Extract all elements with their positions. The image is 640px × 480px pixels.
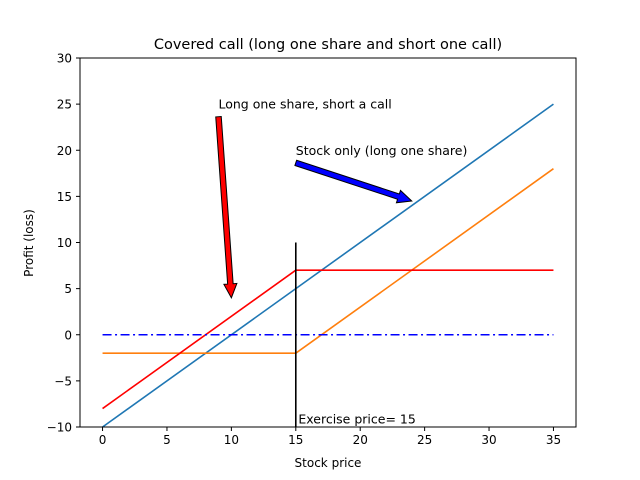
x-axis-ticks: 0 5 10 15 20 25 30 35: [99, 427, 561, 447]
y-axis-label: Profit (loss): [22, 209, 36, 277]
annotation-layer: Long one share, short a call Stock only (…: [218, 97, 467, 427]
x-tick-label: 35: [546, 433, 561, 447]
x-tick-label: 10: [224, 433, 239, 447]
x-tick-label: 15: [288, 433, 303, 447]
y-tick-label: 10: [57, 236, 72, 250]
annotation-arrow: [215, 116, 238, 300]
arrow-layer: [215, 116, 413, 300]
annotation-text: Long one share, short a call: [218, 97, 391, 112]
y-tick-label: 15: [57, 190, 72, 204]
annotation-text: Exercise price= 15: [298, 411, 415, 426]
y-tick-label: 5: [64, 282, 72, 296]
x-tick-label: 30: [481, 433, 496, 447]
y-tick-label: 25: [57, 98, 72, 112]
y-tick-label: 20: [57, 144, 72, 158]
y-tick-label: −5: [54, 374, 72, 388]
x-tick-label: 5: [163, 433, 171, 447]
x-axis-label: Stock price: [295, 456, 362, 470]
y-tick-label: 30: [57, 52, 72, 66]
y-tick-label: −10: [47, 421, 72, 435]
x-tick-label: 25: [417, 433, 432, 447]
x-tick-label: 0: [99, 433, 107, 447]
y-tick-label: 0: [64, 328, 72, 342]
y-axis-ticks: −10 −5 0 5 10 15 20 25 30: [47, 52, 80, 435]
series-line-0: [102, 103, 554, 428]
annotation-text: Stock only (long one share): [296, 143, 468, 158]
annotation-arrow: [294, 159, 413, 204]
x-tick-label: 20: [353, 433, 368, 447]
chart-title: Covered call (long one share and short o…: [154, 37, 502, 53]
